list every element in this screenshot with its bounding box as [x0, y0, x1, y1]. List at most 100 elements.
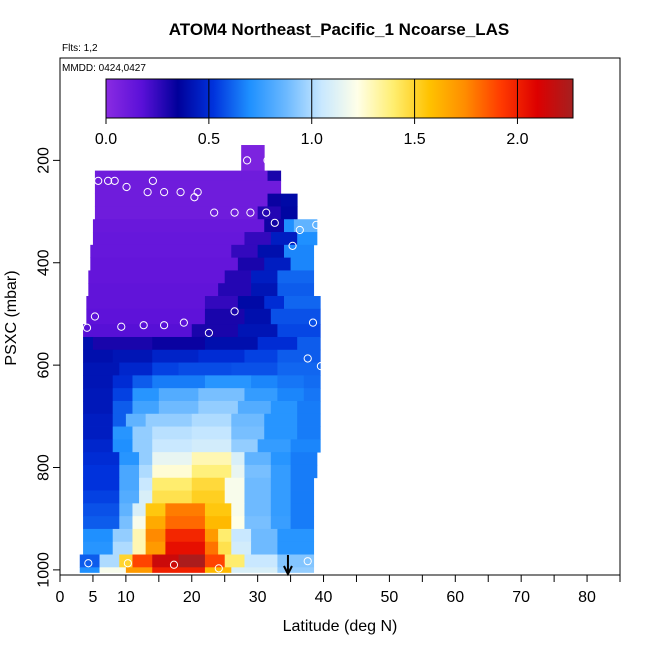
x-tick-label: 30 [249, 589, 267, 606]
heat-cell [132, 516, 147, 530]
heatmap-cells [79, 145, 321, 573]
heat-cell [290, 464, 318, 479]
heat-cell [204, 336, 259, 351]
heat-cell [86, 296, 206, 310]
heat-cell [83, 541, 114, 555]
sample-point [214, 564, 223, 573]
heat-cell [119, 503, 133, 517]
sample-point [210, 208, 219, 217]
heat-cell [297, 232, 318, 246]
x-axis: 0 5 10 20 30 40 50 60 70 80 [56, 575, 621, 606]
heat-cell [145, 528, 166, 543]
y-tick-label: 200 [36, 147, 53, 174]
heat-cell [94, 193, 268, 207]
x-tick-label: 40 [315, 589, 333, 606]
sample-point [295, 225, 304, 235]
heat-cell [231, 426, 265, 440]
heat-cell [79, 554, 100, 568]
heat-cell [204, 308, 245, 325]
heat-cell [277, 270, 315, 284]
sample-point [204, 328, 213, 337]
heat-cell [139, 477, 153, 491]
heat-cell [244, 554, 278, 568]
heat-cell [293, 219, 318, 233]
flights-note: Flts: 1,2 [62, 43, 98, 54]
sample-point [169, 560, 179, 569]
heat-cell [264, 219, 285, 233]
heat-cell [204, 541, 219, 555]
y-axis-label: PSXC (mbar) [3, 270, 20, 365]
heat-cell [191, 477, 226, 491]
x-tick-label: 60 [446, 589, 464, 606]
heat-cell [270, 503, 291, 517]
heat-cell [237, 257, 265, 271]
chart-title: ATOM4 Northeast_Pacific_1 Ncoarse_LAS [169, 20, 509, 39]
heat-cell [119, 490, 140, 504]
heat-cell [83, 400, 114, 415]
heat-cell [191, 452, 232, 466]
heat-cell [191, 324, 239, 338]
sample-point [94, 176, 103, 185]
heat-cell [152, 452, 193, 466]
heat-cell [119, 554, 133, 568]
heat-cell [257, 336, 298, 351]
heat-cell [218, 283, 252, 297]
heat-cell [277, 283, 315, 297]
heat-cell [99, 554, 120, 568]
heat-cell [251, 541, 278, 555]
heat-cell [224, 554, 245, 568]
heat-cell [290, 490, 315, 504]
heat-cell [132, 541, 147, 555]
heat-cell [231, 516, 245, 530]
x-tick-label: 5 [88, 589, 97, 606]
heat-cell [244, 349, 278, 363]
heat-cell [191, 464, 232, 479]
heat-cell [152, 362, 179, 376]
heat-cell [94, 206, 259, 220]
heat-cell [132, 388, 160, 402]
heat-cell [204, 528, 219, 543]
heat-cell [152, 490, 193, 504]
heat-cell [112, 349, 153, 363]
sample-point [246, 208, 255, 217]
x-tick-label: 10 [117, 589, 135, 606]
x-axis-label: Latitude (deg N) [283, 618, 398, 635]
heat-cell [280, 206, 298, 220]
y-tick-label: 600 [36, 352, 53, 379]
heat-cell [244, 490, 272, 504]
heat-cell [277, 375, 305, 389]
heat-cell [270, 452, 291, 466]
heat-cell [218, 528, 232, 543]
heat-cell [132, 375, 153, 389]
heat-cell [224, 490, 245, 504]
heat-cell [198, 388, 245, 402]
heat-cell [297, 336, 321, 351]
heat-cell [267, 193, 282, 207]
y-axis: 200 400 600 800 1000 [36, 147, 60, 588]
heat-cell [152, 426, 193, 440]
heat-cell [83, 477, 120, 491]
heat-cell [257, 439, 291, 453]
heat-cell [297, 400, 321, 415]
heat-cell [231, 439, 259, 453]
sample-point [270, 218, 279, 227]
heat-cell [152, 336, 206, 351]
sample-point [312, 220, 321, 229]
heat-cell [112, 528, 133, 543]
heat-cell [132, 426, 153, 440]
heat-cell [244, 464, 272, 479]
colorbar-tick-label: 0.5 [198, 131, 220, 148]
sample-point [243, 156, 252, 165]
heat-cell [139, 464, 153, 479]
heat-cell [90, 257, 239, 271]
heat-cell [132, 503, 147, 517]
heat-cell [290, 477, 315, 491]
sample-point [179, 318, 188, 327]
heat-cell [251, 270, 278, 284]
heat-cell [112, 400, 133, 415]
heat-cell [83, 426, 114, 440]
heat-cell [264, 257, 291, 271]
heat-cell [224, 477, 245, 491]
heat-cell [231, 362, 278, 376]
